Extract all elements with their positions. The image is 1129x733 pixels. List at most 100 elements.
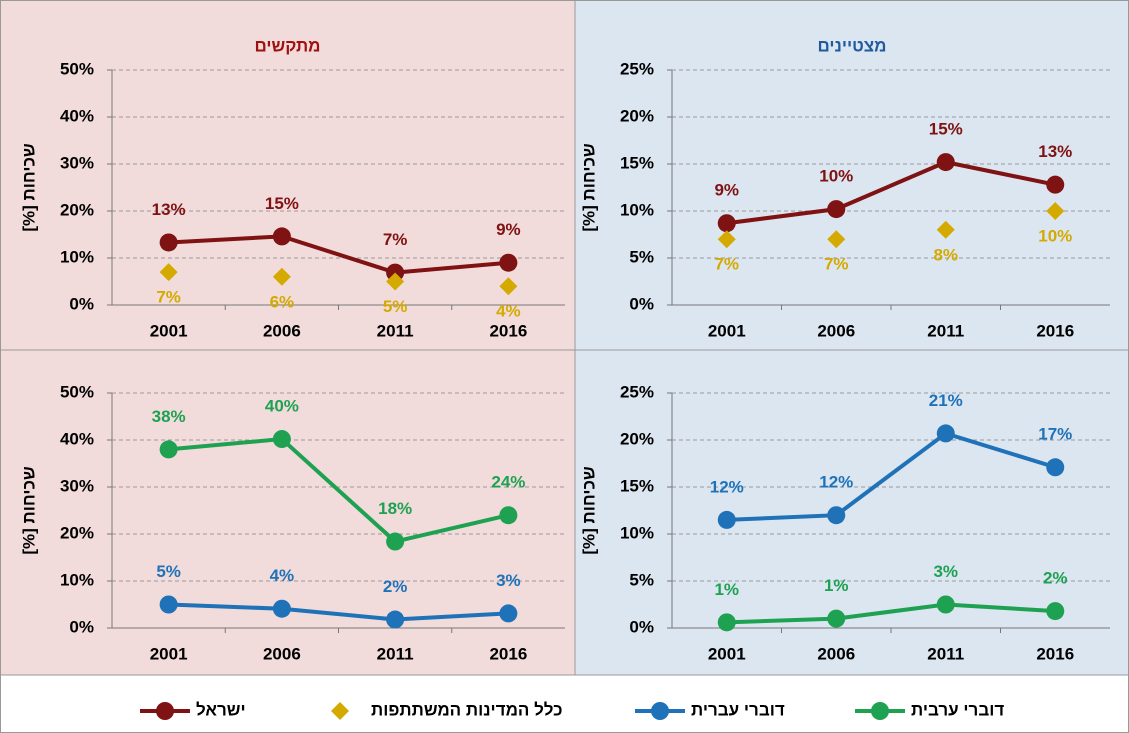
data-label: 8% — [933, 245, 958, 264]
data-label: 15% — [929, 120, 963, 139]
data-label: 2% — [1043, 569, 1068, 588]
y-axis-label: שכיחות [%] — [579, 143, 598, 232]
data-point — [499, 604, 518, 623]
panel-title: מתקשים — [254, 36, 320, 55]
data-point — [159, 263, 178, 282]
data-point — [386, 272, 405, 291]
y-axis-label: שכיחות [%] — [19, 466, 38, 555]
data-point — [936, 424, 955, 443]
data-label: 12% — [710, 477, 744, 496]
y-axis-label: שכיחות [%] — [19, 143, 38, 232]
y-tick-label: 50% — [60, 382, 94, 401]
y-tick-label: 40% — [60, 106, 94, 125]
series-line — [168, 602, 509, 622]
x-tick-label: 2001 — [708, 644, 746, 663]
y-tick-label: 10% — [60, 247, 94, 266]
data-point — [499, 253, 518, 272]
data-label: 13% — [1038, 142, 1072, 161]
data-label: 3% — [933, 562, 958, 581]
x-tick-label: 2001 — [150, 644, 188, 663]
x-tick-label: 2016 — [1036, 321, 1074, 340]
data-point — [1046, 202, 1065, 220]
x-tick-label: 2011 — [377, 321, 414, 340]
series-line — [168, 436, 509, 544]
y-tick-label: 30% — [60, 153, 94, 172]
data-point — [272, 430, 291, 449]
data-point — [499, 277, 518, 296]
y-axis-label: שכיחות [%] — [579, 466, 598, 555]
y-tick-label: 50% — [60, 59, 94, 78]
y-tick-label: 40% — [60, 429, 94, 448]
y-tick-label: 5% — [629, 570, 654, 589]
data-label: 7% — [714, 255, 739, 274]
data-label: 4% — [270, 566, 295, 585]
data-label: 7% — [156, 288, 181, 307]
y-tick-label: 20% — [60, 523, 94, 542]
data-label: 1% — [824, 576, 849, 595]
legend-label: ישראל — [196, 700, 246, 719]
data-label: 40% — [265, 397, 299, 416]
y-tick-label: 10% — [620, 200, 654, 219]
series-line — [726, 160, 1056, 226]
data-point — [936, 153, 955, 172]
data-point — [159, 233, 178, 252]
data-label: 15% — [265, 194, 299, 213]
y-tick-label: 30% — [60, 476, 94, 495]
data-label: 21% — [929, 391, 963, 410]
x-tick-label: 2001 — [708, 321, 746, 340]
data-label: 9% — [714, 181, 739, 200]
y-tick-label: 5% — [629, 247, 654, 266]
data-label: 5% — [383, 297, 408, 316]
data-label: 5% — [156, 562, 181, 581]
series-line — [726, 431, 1056, 522]
data-point — [827, 230, 846, 249]
data-point — [499, 506, 518, 525]
x-tick-label: 2001 — [150, 321, 188, 340]
y-tick-label: 20% — [620, 106, 654, 125]
data-label: 2% — [383, 577, 408, 596]
legend-marker — [871, 702, 889, 720]
x-tick-label: 2011 — [927, 644, 964, 663]
data-point — [1046, 175, 1065, 194]
y-tick-label: 0% — [629, 294, 654, 313]
x-tick-label: 2011 — [377, 644, 414, 663]
data-point — [1046, 602, 1065, 621]
y-tick-label: 10% — [620, 523, 654, 542]
y-tick-label: 10% — [60, 570, 94, 589]
legend-label: דוברי עברית — [691, 700, 785, 719]
panel-title: מצטיינים — [817, 36, 886, 55]
data-label: 6% — [270, 292, 295, 311]
data-label: 13% — [152, 200, 186, 219]
legend-label: דוברי ערבית — [911, 700, 1004, 719]
x-tick-label: 2016 — [1036, 644, 1074, 663]
data-label: 4% — [496, 302, 521, 321]
data-point — [717, 613, 736, 632]
data-label: 17% — [1038, 425, 1072, 444]
data-label: 10% — [819, 167, 853, 186]
data-label: 38% — [152, 407, 186, 426]
data-point — [272, 227, 291, 246]
data-label: 12% — [819, 473, 853, 492]
data-point — [936, 595, 955, 614]
data-label: 3% — [496, 571, 521, 590]
y-tick-label: 25% — [620, 382, 654, 401]
data-label: 10% — [1038, 226, 1072, 245]
x-tick-label: 2006 — [817, 644, 855, 663]
data-label: 9% — [496, 220, 521, 239]
data-point — [827, 609, 846, 628]
legend-marker — [331, 702, 349, 720]
data-point — [717, 510, 736, 529]
data-point — [717, 214, 736, 233]
y-tick-label: 20% — [620, 429, 654, 448]
data-point — [717, 230, 736, 249]
x-tick-label: 2006 — [817, 321, 855, 340]
data-label: 7% — [824, 255, 849, 274]
data-label: 1% — [714, 580, 739, 599]
data-point — [386, 610, 405, 629]
legend-marker — [156, 702, 174, 720]
data-point — [1046, 458, 1065, 477]
panel-bg — [575, 0, 1129, 675]
x-tick-label: 2006 — [263, 321, 301, 340]
y-tick-label: 20% — [60, 200, 94, 219]
data-label: 7% — [383, 230, 408, 249]
